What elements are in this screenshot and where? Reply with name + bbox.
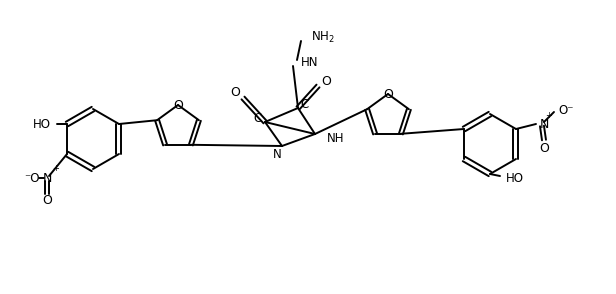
Text: +: + bbox=[52, 164, 59, 173]
Text: NH: NH bbox=[327, 131, 344, 144]
Text: O: O bbox=[383, 88, 393, 101]
Text: C: C bbox=[253, 111, 261, 124]
Text: C: C bbox=[300, 98, 308, 111]
Text: ⁻O: ⁻O bbox=[24, 171, 40, 185]
Text: HO: HO bbox=[33, 118, 51, 131]
Text: O⁻: O⁻ bbox=[558, 103, 573, 116]
Text: +: + bbox=[545, 111, 552, 120]
Text: O: O bbox=[539, 141, 549, 155]
Text: O: O bbox=[42, 193, 52, 206]
Text: NH$_2$: NH$_2$ bbox=[311, 29, 335, 45]
Text: O: O bbox=[173, 98, 183, 111]
Text: N: N bbox=[540, 118, 549, 131]
Text: HN: HN bbox=[301, 56, 318, 69]
Text: O: O bbox=[230, 86, 240, 98]
Text: O: O bbox=[321, 74, 331, 88]
Text: N: N bbox=[43, 171, 52, 185]
Text: HO: HO bbox=[506, 171, 524, 185]
Text: N: N bbox=[273, 148, 282, 161]
